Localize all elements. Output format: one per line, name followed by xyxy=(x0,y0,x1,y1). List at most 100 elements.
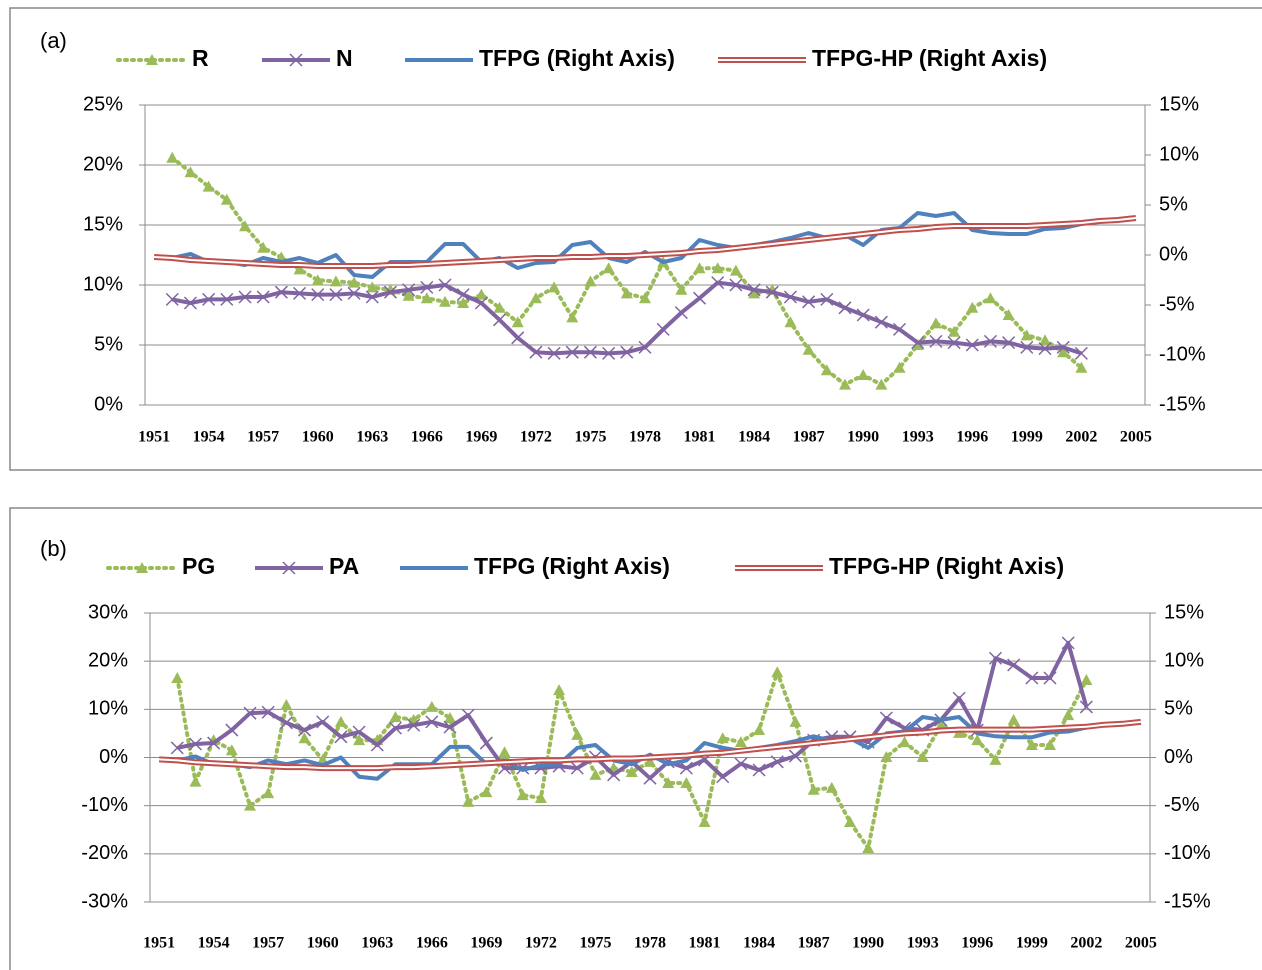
marker xyxy=(589,768,602,780)
x-tick-label: 1957 xyxy=(252,935,284,952)
marker xyxy=(565,345,579,359)
marker xyxy=(1043,671,1057,685)
y-tick-label: 0% xyxy=(94,393,123,415)
marker xyxy=(916,751,929,763)
marker xyxy=(261,705,275,719)
x-tick-label: 1960 xyxy=(307,935,339,952)
marker xyxy=(747,283,761,297)
x-tick-label: 1972 xyxy=(520,429,552,446)
marker xyxy=(329,275,342,287)
marker xyxy=(1056,340,1070,354)
legend-label: R xyxy=(192,45,209,71)
marker xyxy=(220,193,233,205)
y2-tick-label: -10% xyxy=(1159,343,1206,365)
marker xyxy=(716,770,730,784)
marker xyxy=(711,262,724,274)
y2-tick-label: 0% xyxy=(1159,243,1188,265)
y2-tick-label: -15% xyxy=(1159,393,1206,415)
marker xyxy=(625,765,638,777)
marker xyxy=(620,287,633,299)
marker xyxy=(693,291,707,305)
marker xyxy=(498,746,511,758)
marker xyxy=(748,287,761,299)
marker xyxy=(511,331,525,345)
marker xyxy=(529,292,542,304)
marker xyxy=(334,730,348,744)
marker xyxy=(602,262,615,274)
y2-tick-label: 5% xyxy=(1159,193,1188,215)
marker xyxy=(857,369,870,380)
marker xyxy=(947,336,961,350)
marker xyxy=(243,706,257,720)
marker xyxy=(289,53,303,67)
marker xyxy=(679,761,693,775)
marker xyxy=(983,334,997,348)
marker xyxy=(146,54,158,65)
marker xyxy=(443,720,457,734)
marker xyxy=(402,283,416,297)
marker xyxy=(183,296,197,310)
x-tick-label: 1981 xyxy=(684,429,716,446)
marker xyxy=(511,316,524,328)
marker xyxy=(753,724,766,736)
panel-label: (a) xyxy=(40,28,67,53)
x-tick-label: 1951 xyxy=(143,935,175,952)
marker xyxy=(461,708,475,722)
marker xyxy=(825,781,838,793)
marker xyxy=(329,288,343,302)
marker xyxy=(444,712,456,724)
series-line xyxy=(171,211,1082,279)
x-tick-label: 1951 xyxy=(138,429,170,446)
marker xyxy=(457,297,470,308)
marker xyxy=(407,718,421,732)
marker xyxy=(207,736,221,750)
y-tick-label: -10% xyxy=(81,794,128,816)
marker xyxy=(765,285,779,299)
marker xyxy=(1075,361,1088,373)
marker xyxy=(571,728,584,740)
marker xyxy=(734,757,748,771)
marker xyxy=(862,842,875,854)
marker xyxy=(189,775,202,787)
marker xyxy=(965,338,979,352)
legend-label: TFPG (Right Axis) xyxy=(479,45,675,71)
marker xyxy=(929,317,942,329)
marker xyxy=(425,715,439,729)
x-tick-label: 1984 xyxy=(743,935,775,952)
marker xyxy=(280,698,293,710)
marker xyxy=(553,684,566,696)
y2-tick-label: -15% xyxy=(1164,890,1211,912)
marker xyxy=(316,715,330,729)
marker xyxy=(656,322,670,336)
marker xyxy=(402,289,415,301)
marker xyxy=(1002,309,1015,320)
marker xyxy=(639,292,651,304)
marker xyxy=(298,732,311,744)
marker xyxy=(584,275,597,287)
y-tick-label: 10% xyxy=(88,698,128,720)
marker xyxy=(293,263,306,275)
marker xyxy=(238,290,252,304)
marker xyxy=(136,562,148,573)
marker xyxy=(370,738,384,752)
marker xyxy=(874,315,888,329)
marker xyxy=(783,290,797,304)
y2-tick-label: 10% xyxy=(1164,649,1204,671)
x-tick-label: 1996 xyxy=(956,429,988,446)
x-tick-label: 2002 xyxy=(1065,429,1097,446)
x-tick-label: 1966 xyxy=(411,429,443,446)
x-tick-label: 1957 xyxy=(247,429,279,446)
marker xyxy=(1044,738,1056,750)
marker xyxy=(1020,329,1033,341)
marker xyxy=(875,378,888,390)
marker xyxy=(239,220,251,232)
y2-tick-label: -5% xyxy=(1164,794,1200,816)
x-tick-label: 1984 xyxy=(738,429,770,446)
y-tick-label: 20% xyxy=(88,649,128,671)
marker xyxy=(282,561,296,575)
marker xyxy=(170,741,184,755)
marker xyxy=(693,262,706,274)
marker xyxy=(334,715,347,727)
marker xyxy=(839,378,851,390)
